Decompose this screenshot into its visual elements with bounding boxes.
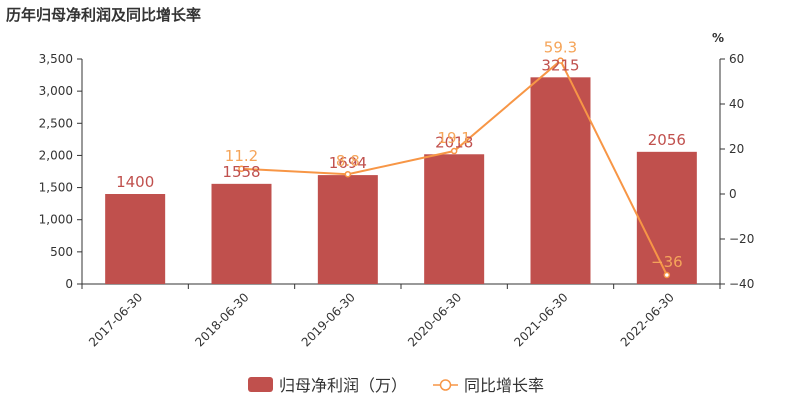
bar-value-label: 2056 — [648, 131, 686, 149]
legend-line-marker — [439, 379, 452, 391]
y-right-tick-label: 60 — [729, 52, 744, 66]
bar-value-label: 1558 — [222, 163, 260, 181]
legend[interactable]: 归母净利润（万） 同比增长率 — [248, 376, 544, 395]
y-right-tick-label: 40 — [729, 97, 744, 111]
data-labels: 1400 1558 1694 2018 3215 2056 11.2 8.8 19.1 59.3 −… — [116, 39, 686, 271]
line-series — [238, 57, 671, 279]
growth-point — [557, 57, 564, 64]
y-right-unit: % — [712, 31, 724, 45]
growth-value-label: 8.8 — [336, 152, 360, 170]
y-left-tick-label: 1,500 — [39, 181, 73, 195]
growth-value-label: −36 — [651, 253, 683, 271]
legend-bar-swatch — [248, 377, 273, 392]
bar — [636, 151, 697, 284]
y-left-tick-label: 1,000 — [39, 213, 73, 227]
bar — [211, 183, 272, 284]
growth-point — [663, 271, 671, 279]
growth-value-label: 11.2 — [225, 147, 258, 165]
legend-bar-label: 归母净利润（万） — [279, 376, 407, 395]
y-right-tick-label: 20 — [729, 142, 744, 156]
y-right-tick-label: −20 — [729, 232, 754, 246]
x-tick-label: 2020-06-30 — [405, 290, 464, 349]
y-right-tick-label: 0 — [729, 187, 737, 201]
x-tick-label: 2021-06-30 — [511, 290, 570, 349]
growth-value-label: 19.1 — [437, 129, 470, 147]
bar-value-label: 1694 — [329, 154, 367, 172]
x-tick-label: 2019-06-30 — [299, 290, 358, 349]
bar-series — [105, 77, 697, 284]
y-left-tick-label: 3,000 — [39, 84, 73, 98]
y-left-tick-label: 500 — [50, 245, 73, 259]
growth-point — [238, 165, 245, 173]
bar — [317, 175, 378, 284]
y-left-tick-label: 3,500 — [39, 52, 73, 66]
bar — [105, 194, 166, 284]
x-tick-label: 2017-06-30 — [86, 290, 145, 349]
y-right-tick-label: −40 — [729, 277, 754, 291]
legend-line-label: 同比增长率 — [464, 376, 544, 395]
bar-value-label: 1400 — [116, 173, 154, 191]
bar-value-label: 2018 — [435, 133, 473, 151]
growth-point — [450, 147, 458, 155]
y-left-tick-label: 2,000 — [39, 148, 73, 162]
y-left-tick-label: 0 — [65, 277, 73, 291]
bar — [424, 154, 485, 284]
growth-point — [344, 170, 352, 178]
bar-value-label: 3215 — [541, 56, 579, 74]
growth-value-label: 59.3 — [544, 39, 577, 57]
x-tick-label: 2018-06-30 — [192, 290, 251, 349]
chart-title: 历年归母净利润及同比增长率 — [6, 6, 201, 24]
bar — [530, 77, 591, 284]
x-tick-label: 2022-06-30 — [618, 290, 677, 349]
y-left-tick-label: 2,500 — [39, 116, 73, 130]
